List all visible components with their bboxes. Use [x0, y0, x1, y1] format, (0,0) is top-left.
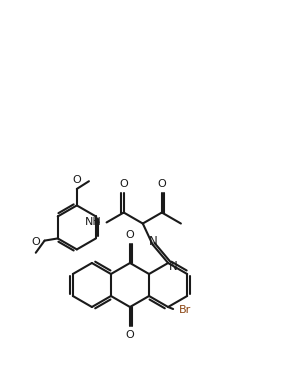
Text: N: N [149, 235, 158, 248]
Text: O: O [72, 175, 81, 185]
Text: N: N [169, 259, 178, 273]
Text: O: O [32, 237, 41, 247]
Text: O: O [157, 179, 166, 189]
Text: O: O [126, 230, 134, 240]
Text: NH: NH [85, 217, 102, 227]
Text: O: O [126, 330, 134, 340]
Text: O: O [119, 179, 128, 189]
Text: Br: Br [179, 305, 191, 315]
